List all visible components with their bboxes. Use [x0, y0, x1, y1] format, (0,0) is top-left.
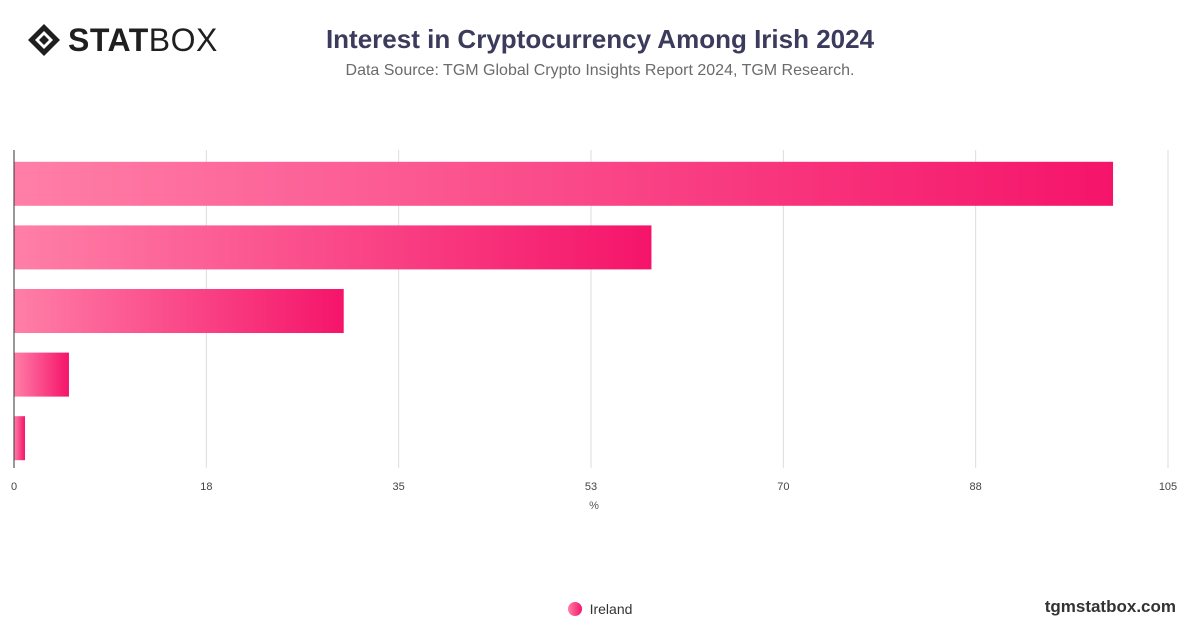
- statbox-logo-icon: [28, 24, 60, 56]
- x-tick-label: 35: [393, 481, 405, 493]
- bar-2[interactable]: [14, 225, 652, 270]
- logo-wordmark-light: BOX: [148, 22, 218, 58]
- x-tick-label: 0: [11, 481, 17, 493]
- bar-1[interactable]: [14, 161, 1114, 206]
- chart-title: Interest in Cryptocurrency Among Irish 2…: [325, 24, 875, 54]
- logo: STATBOX: [26, 22, 218, 58]
- x-tick-label: 70: [777, 481, 789, 493]
- legend[interactable]: Ireland: [0, 601, 1200, 617]
- legend-label: Ireland: [589, 601, 633, 617]
- site-url: tgmstatbox.com: [1044, 597, 1176, 616]
- x-tick-label: 18: [200, 481, 212, 493]
- x-axis-label: %: [589, 500, 599, 512]
- bar-5[interactable]: [14, 416, 25, 461]
- bar-3[interactable]: [14, 289, 344, 333]
- x-tick-label: 105: [1159, 481, 1177, 493]
- x-tick-label: 88: [970, 481, 982, 493]
- bar-4[interactable]: [14, 352, 69, 397]
- legend-swatch: [567, 602, 582, 616]
- logo-wordmark-bold: STAT: [68, 22, 149, 58]
- x-tick-label: 53: [585, 481, 597, 493]
- chart-subtitle: Data Source: TGM Global Crypto Insights …: [345, 62, 855, 79]
- logo-wordmark: STATBOX: [68, 22, 218, 58]
